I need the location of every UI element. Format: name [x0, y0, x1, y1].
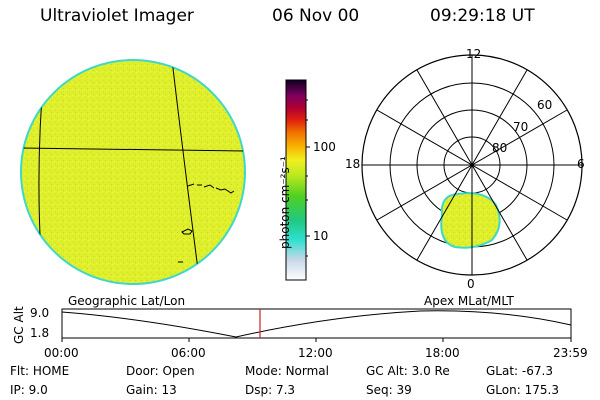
- polar-plot: [361, 54, 583, 276]
- instrument-title: Ultraviolet Imager: [40, 6, 194, 26]
- status-glat-label: GLat:: [486, 364, 519, 378]
- mlt-label-0: 0: [467, 277, 475, 291]
- status-gc-alt-value: 3.0 Re: [411, 364, 450, 378]
- alt-xtick-0: 00:00: [44, 346, 79, 360]
- status-gc-alt: GC Alt: 3.0 Re: [366, 364, 450, 378]
- status-gain: Gain: 13: [126, 383, 177, 397]
- status-mode-value: Normal: [285, 364, 329, 378]
- geographic-image: [20, 59, 246, 285]
- alt-ytick-top: 9.0: [30, 306, 50, 320]
- colorbar-tick-100: 100: [313, 140, 336, 154]
- status-flight-label: Flt:: [10, 364, 29, 378]
- status-gain-value: 13: [161, 383, 177, 397]
- status-gain-label: Gain:: [126, 383, 158, 397]
- mlat-label-80: 80: [492, 141, 508, 155]
- alt-xtick-4: 23:59: [553, 346, 588, 360]
- colorbar-tick-10: 10: [313, 229, 329, 243]
- status-flight: Flt: HOME: [10, 364, 69, 378]
- auroral-oval-image: [440, 192, 501, 249]
- status-mode-label: Mode:: [245, 364, 282, 378]
- alt-xtick-1: 06:00: [171, 346, 206, 360]
- geographic-caption: Geographic Lat/Lon: [68, 294, 186, 308]
- status-dsp: Dsp: 7.3: [245, 383, 295, 397]
- status-glon: GLon: 175.3: [486, 383, 559, 397]
- mlat-label-70: 70: [513, 120, 529, 134]
- status-door-value: Open: [162, 364, 195, 378]
- status-glat-value: -67.3: [521, 364, 553, 378]
- status-ip-label: IP:: [10, 383, 25, 397]
- status-ip: IP: 9.0: [10, 383, 48, 397]
- colorbar: [285, 79, 310, 281]
- alt-ylabel: GC Alt: [12, 306, 26, 344]
- status-dsp-label: Dsp:: [245, 383, 273, 397]
- status-glat: GLat: -67.3: [486, 364, 553, 378]
- mlat-label-60: 60: [537, 98, 553, 112]
- mlt-label-12: 12: [466, 47, 482, 61]
- alt-ytick-bottom: 1.8: [30, 326, 50, 340]
- status-dsp-value: 7.3: [275, 383, 296, 397]
- status-glon-label: GLon:: [486, 383, 521, 397]
- altitude-plot: [61, 308, 572, 342]
- mlt-label-18: 18: [345, 157, 361, 171]
- status-seq: Seq: 39: [366, 383, 412, 397]
- status-seq-value: 39: [396, 383, 412, 397]
- status-door: Door: Open: [126, 364, 195, 378]
- alt-xtick-3: 18:00: [425, 346, 460, 360]
- mlt-label-6: 6: [577, 157, 585, 171]
- status-flight-value: HOME: [32, 364, 70, 378]
- status-seq-label: Seq:: [366, 383, 393, 397]
- status-door-label: Door:: [126, 364, 159, 378]
- status-gc-alt-label: GC Alt:: [366, 364, 408, 378]
- status-ip-value: 9.0: [28, 383, 48, 397]
- status-glon-value: 175.3: [524, 383, 559, 397]
- date-label: 06 Nov 00: [272, 6, 360, 26]
- apex-caption: Apex MLat/MLT: [424, 294, 514, 308]
- colorbar-unit-label: photon cm⁻²s⁻¹: [278, 156, 292, 249]
- time-label: 09:29:18 UT: [430, 6, 535, 26]
- status-mode: Mode: Normal: [245, 364, 329, 378]
- alt-xtick-2: 12:00: [298, 346, 333, 360]
